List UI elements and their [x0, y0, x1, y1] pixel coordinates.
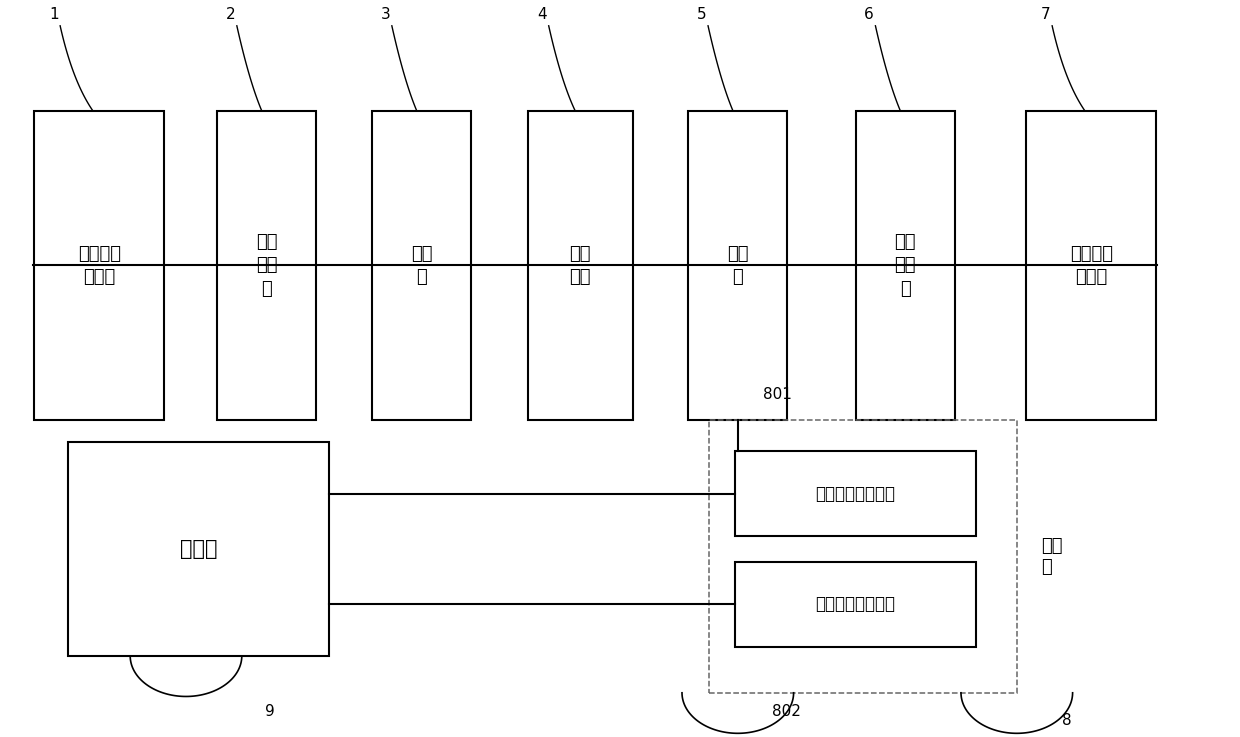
- Bar: [372, 111, 471, 420]
- Text: 第二磁感应传感器: 第二磁感应传感器: [816, 595, 895, 613]
- Bar: [68, 442, 329, 656]
- Text: 6: 6: [864, 7, 874, 22]
- Text: 阴极
板: 阴极 板: [727, 245, 749, 286]
- Bar: [734, 562, 976, 647]
- Text: 9: 9: [265, 704, 275, 719]
- Bar: [217, 111, 316, 420]
- Text: 电解
溶液: 电解 溶液: [569, 245, 591, 286]
- Bar: [35, 111, 164, 420]
- Bar: [528, 111, 632, 420]
- Text: 7: 7: [1042, 7, 1050, 22]
- Bar: [1025, 111, 1156, 420]
- Bar: [688, 111, 787, 420]
- Text: 8: 8: [1061, 713, 1071, 728]
- Text: 801: 801: [763, 387, 791, 402]
- Text: 单片机: 单片机: [180, 539, 217, 559]
- Text: 测量
盒: 测量 盒: [1042, 537, 1063, 576]
- Text: 第一
导电
杆: 第一 导电 杆: [255, 233, 278, 298]
- Text: 2: 2: [226, 7, 236, 22]
- Bar: [734, 451, 976, 537]
- Text: 进电侧均
流母线: 进电侧均 流母线: [78, 245, 120, 286]
- Text: 5: 5: [697, 7, 707, 22]
- Bar: [856, 111, 955, 420]
- Text: 802: 802: [771, 704, 801, 719]
- Text: 3: 3: [381, 7, 391, 22]
- Text: 1: 1: [50, 7, 58, 22]
- Text: 4: 4: [538, 7, 547, 22]
- Text: 出电侧均
流母线: 出电侧均 流母线: [1070, 245, 1112, 286]
- Text: 第二
导电
杆: 第二 导电 杆: [894, 233, 916, 298]
- Text: 阳极
板: 阳极 板: [410, 245, 433, 286]
- Text: 第一磁感应传感器: 第一磁感应传感器: [816, 485, 895, 503]
- Bar: [709, 420, 1017, 693]
